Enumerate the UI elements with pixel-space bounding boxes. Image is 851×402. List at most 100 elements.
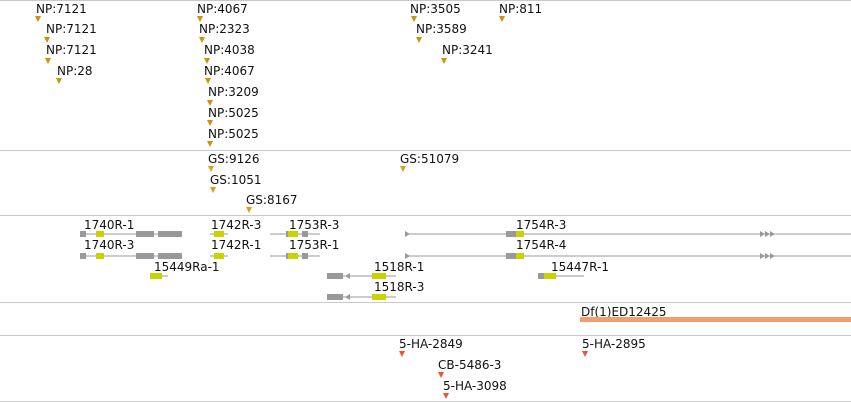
coding-exon [516,253,524,259]
np-insertion-label: NP:4067 [204,64,255,78]
track-separator [0,302,851,303]
transcript-label[interactable]: 1754R-3 [516,218,567,232]
transcript-label[interactable]: 1740R-1 [84,218,135,232]
insertion-marker-icon [44,37,50,43]
transcript-label[interactable]: 1740R-3 [84,238,135,252]
np-insertion-label: NP:7121 [36,2,87,16]
strand-arrow-icon [760,253,765,259]
coding-exon [96,253,104,259]
transcript-label[interactable]: 1518R-3 [374,280,425,294]
np-insertion-label: NP:28 [57,64,93,78]
np-insertion-label: NP:4038 [204,43,255,57]
utr-exon [506,253,516,259]
strand-arrow-icon [405,253,410,259]
insertion-marker-icon [199,37,205,43]
strand-arrow-icon [765,253,770,259]
track-separator [0,335,851,336]
transcript-label[interactable]: 1753R-1 [289,238,340,252]
utr-exon [302,253,308,259]
insertion-marker-icon [400,166,406,172]
ha-insertion-label: 5-HA-2895 [582,337,646,351]
deficiency-label: Df(1)ED12425 [581,305,667,319]
strand-arrow-icon [770,253,775,259]
insertion-marker-icon [205,78,211,84]
insertion-marker-icon [207,120,213,126]
insertion-marker-icon [441,58,447,64]
coding-exon [372,294,386,300]
strand-arrow-icon [405,231,410,237]
insertion-marker-icon [438,372,444,378]
ha-insertion-label: CB-5486-3 [438,358,502,372]
insertion-marker-icon [35,16,41,22]
np-insertion-label: NP:5025 [208,106,259,120]
coding-exon [288,231,298,237]
insertion-marker-icon [411,16,417,22]
transcript-label[interactable]: 1742R-3 [211,218,262,232]
utr-exon [158,253,182,259]
np-insertion-label: NP:3589 [416,22,467,36]
insertion-marker-icon [443,393,449,399]
np-insertion-label: NP:811 [499,2,543,16]
insertion-marker-icon [45,58,51,64]
ha-insertion-label: 5-HA-2849 [399,337,463,351]
insertion-marker-icon [204,58,210,64]
gs-insertion-label: GS:8167 [246,193,298,207]
coding-exon [516,231,524,237]
utr-exon [158,231,182,237]
np-insertion-label: NP:5025 [208,127,259,141]
utr-exon [327,294,343,300]
insertion-marker-icon [208,166,214,172]
transcript-label[interactable]: 1753R-3 [289,218,340,232]
np-insertion-label: NP:7121 [46,22,97,36]
utr-exon [80,231,86,237]
coding-exon [96,231,104,237]
np-insertion-label: NP:3505 [410,2,461,16]
transcript-label[interactable]: 15449Ra-1 [154,260,220,274]
gs-insertion-label: GS:9126 [208,152,260,166]
strand-arrow-icon [345,294,350,300]
insertion-marker-icon [246,207,252,213]
transcript-models [80,231,851,300]
strand-arrow-icon [765,231,770,237]
insertion-marker-icon [56,78,62,84]
track-separator [0,215,851,216]
insertion-marker-icon [210,187,216,193]
coding-exon [214,253,224,259]
coding-exon [372,273,386,279]
track-separator [0,0,851,1]
np-insertion-label: NP:2323 [199,22,250,36]
np-insertion-label: NP:3209 [208,85,259,99]
transcript-label[interactable]: 1754R-4 [516,238,567,252]
insertion-marker-icon [197,16,203,22]
transcript-label[interactable]: 15447R-1 [551,260,609,274]
np-insertion-label: NP:4067 [197,2,248,16]
deficiency-bar [580,317,851,322]
utr-exon [538,273,544,279]
coding-exon [544,273,556,279]
utr-exon [80,253,86,259]
strand-arrow-icon [345,273,350,279]
transcript-label[interactable]: 1742R-1 [211,238,262,252]
gs-insertion-label: GS:51079 [400,152,460,166]
insertion-marker-icon [499,16,505,22]
insertion-marker-icon [416,37,422,43]
insertion-marker-icon [399,351,405,357]
strand-arrow-icon [770,231,775,237]
utr-exon [302,231,308,237]
utr-exon [136,231,154,237]
ha-insertion-label: 5-HA-3098 [443,379,507,393]
transcript-label[interactable]: 1518R-1 [374,260,425,274]
utr-exon [327,273,343,279]
np-insertion-label: NP:7121 [46,43,97,57]
insertion-marker-icon [207,100,213,106]
utr-exon [506,231,516,237]
track-separator [0,150,851,151]
coding-exon [288,253,298,259]
insertion-marker-icon [582,351,588,357]
gs-insertion-label: GS:1051 [210,173,262,187]
coding-exon [214,231,224,237]
coding-exon [150,273,162,279]
utr-exon [136,253,154,259]
insertion-marker-icon [207,141,213,147]
